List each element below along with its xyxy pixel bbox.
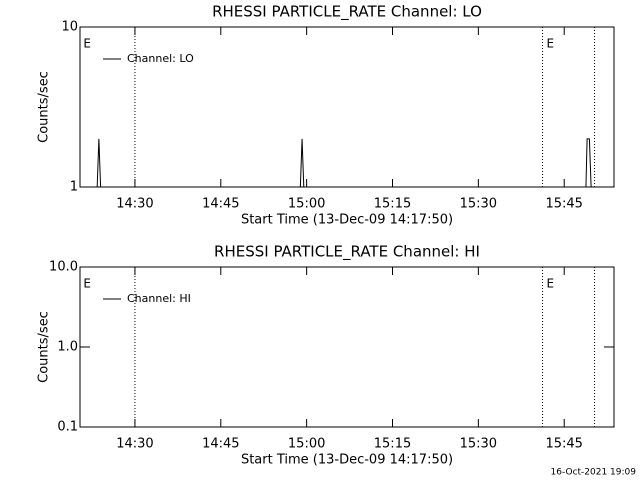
chart-title: RHESSI PARTICLE_RATE Channel: LO [212, 3, 482, 22]
annotation: E [83, 277, 91, 291]
x-tick-label: 15:45 [545, 437, 582, 452]
annotation: E [546, 277, 554, 291]
x-tick-label: 15:00 [288, 437, 325, 452]
x-tick-label: 14:30 [116, 437, 153, 452]
data-line [96, 138, 592, 188]
x-tick-label: 14:45 [202, 437, 239, 452]
x-axis-label: Start Time (13-Dec-09 14:17:50) [241, 213, 453, 228]
legend-label: Channel: LO [127, 52, 194, 65]
y-tick-label: 10.0 [49, 260, 78, 275]
legend-label: Channel: HI [127, 292, 191, 305]
y-axis-label: Counts/sec [37, 71, 52, 143]
chart-title: RHESSI PARTICLE_RATE Channel: HI [214, 243, 480, 262]
x-tick-label: 15:15 [374, 437, 411, 452]
y-tick-label: 1 [70, 180, 78, 195]
y-tick-label: 10 [61, 20, 78, 35]
annotation: E [546, 37, 554, 51]
x-tick-label: 15:30 [460, 197, 497, 212]
y-axis-label: Counts/sec [37, 311, 52, 383]
plot-frame [79, 26, 615, 188]
footer: 16-Oct-2021 19:09 [551, 468, 637, 478]
x-tick-label: 15:15 [374, 197, 411, 212]
x-tick-label: 14:45 [202, 197, 239, 212]
y-tick-label: 0.1 [57, 420, 78, 435]
x-tick-label: 15:00 [288, 197, 325, 212]
annotation: E [83, 37, 91, 51]
x-tick-label: 15:45 [545, 197, 582, 212]
x-tick-label: 15:30 [460, 437, 497, 452]
x-axis-label: Start Time (13-Dec-09 14:17:50) [241, 453, 453, 468]
x-tick-label: 14:30 [116, 197, 153, 212]
y-tick-label: 1.0 [57, 340, 78, 355]
